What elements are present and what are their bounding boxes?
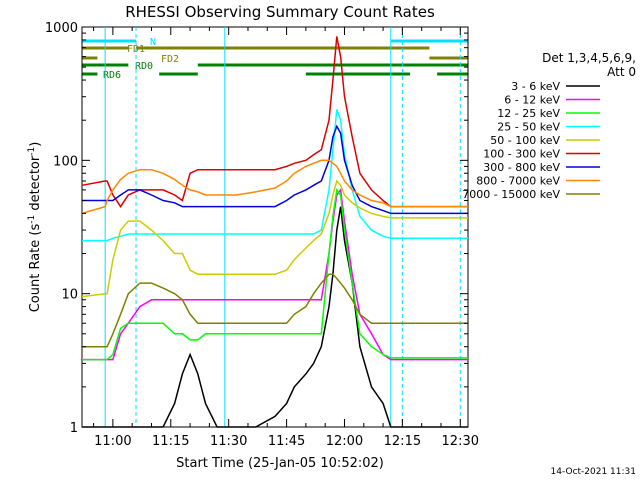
flag-label-n: N xyxy=(150,37,156,48)
chart-title: RHESSI Observing Summary Count Rates xyxy=(125,3,435,21)
flag-label-rd0: RD0 xyxy=(135,61,153,72)
legend-label: 6 - 12 keV xyxy=(504,94,560,107)
footer-date: 14-Oct-2021 11:31 xyxy=(551,467,636,477)
plot-axes xyxy=(81,26,469,428)
legend-label: 25 - 50 keV xyxy=(497,121,560,134)
series-lines xyxy=(81,27,468,428)
legend-label: 300 - 800 keV xyxy=(483,161,560,174)
y-tick-label: 10 xyxy=(61,288,78,303)
legend-label: 800 - 7000 keV xyxy=(476,175,560,188)
x-axis-ticks: 11:00 11:15 11:30 11:45 12:00 12:15 12:30 xyxy=(93,27,479,449)
legend-header-line-2: Att 0 xyxy=(607,65,636,79)
x-tick-label: 12:00 xyxy=(326,434,363,449)
series-line-50-100-kev xyxy=(81,179,468,298)
series-line-12-25-kev xyxy=(82,188,468,361)
y-tick-label: 1 xyxy=(70,421,78,436)
y-tick-label: 100 xyxy=(53,154,78,169)
series-line-7000-15000-kev xyxy=(82,273,468,348)
x-axis-label: Start Time (25-Jan-05 10:52:02) xyxy=(176,456,384,471)
x-tick-label: 11:00 xyxy=(94,434,131,449)
x-tick-label: 12:15 xyxy=(384,434,421,449)
legend-label: 3 - 6 keV xyxy=(511,80,560,93)
legend-label: 7000 - 15000 keV xyxy=(462,188,560,201)
y-axis-label: Count Rate (s-1 detector-1) xyxy=(27,142,43,313)
legend-label: 50 - 100 keV xyxy=(490,134,560,147)
series-line-300-800-kev xyxy=(82,124,468,215)
x-tick-label: 11:45 xyxy=(268,434,305,449)
flag-label-rd6: RD6 xyxy=(103,70,121,81)
flag-label-fd2: FD2 xyxy=(161,54,179,65)
series-line-25-50-kev xyxy=(82,109,468,242)
legend-label: 100 - 300 keV xyxy=(483,148,560,161)
legend-label: 12 - 25 keV xyxy=(497,107,560,120)
x-tick-label: 12:30 xyxy=(442,434,479,449)
series-line-800-7000-kev xyxy=(81,159,468,215)
y-axis-ticks: 1 10 100 1000 xyxy=(45,21,468,436)
x-tick-label: 11:15 xyxy=(152,434,189,449)
y-tick-label: 1000 xyxy=(45,21,78,36)
legend-header-line-1: Det 1,3,4,5,6,9, xyxy=(542,51,636,65)
x-tick-label: 11:30 xyxy=(210,434,247,449)
series-line-3-6-kev xyxy=(82,206,468,428)
